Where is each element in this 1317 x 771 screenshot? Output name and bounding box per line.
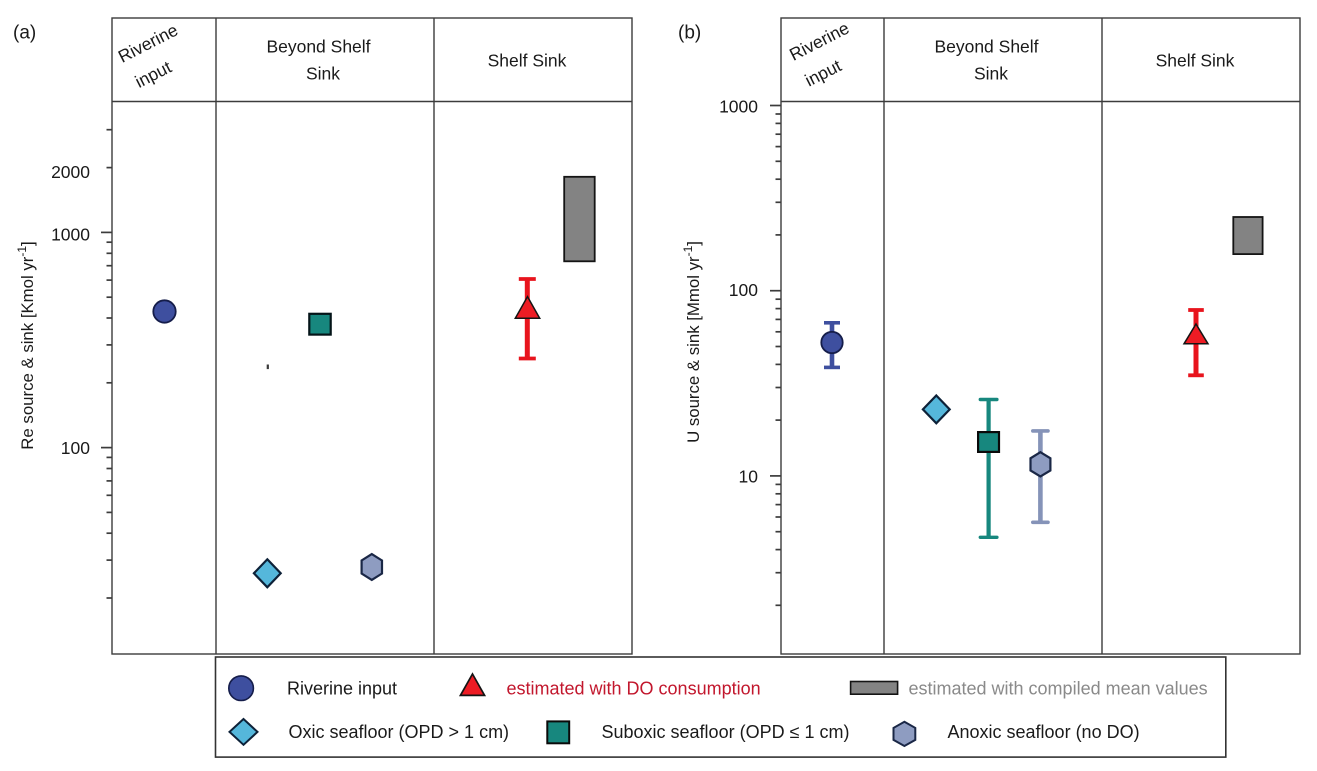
- svg-text:Riverine input: Riverine input: [287, 679, 397, 699]
- svg-text:100: 100: [61, 438, 90, 458]
- svg-text:U source & sink [Mmol yr-1]: U source & sink [Mmol yr-1]: [681, 241, 703, 443]
- svg-text:estimated with DO consumption: estimated with DO consumption: [507, 679, 761, 699]
- svg-text:1000: 1000: [51, 225, 90, 245]
- svg-text:10: 10: [739, 467, 759, 487]
- svg-text:Re source & sink [Kmol yr-1]: Re source & sink [Kmol yr-1]: [15, 241, 37, 449]
- svg-text:Shelf Sink: Shelf Sink: [488, 51, 567, 71]
- svg-text:Oxic seafloor (OPD > 1 cm): Oxic seafloor (OPD > 1 cm): [289, 722, 510, 742]
- svg-text:Beyond Shelf: Beyond Shelf: [934, 36, 1038, 56]
- svg-text:2000: 2000: [51, 162, 90, 182]
- svg-text:estimated with compiled mean v: estimated with compiled mean values: [909, 679, 1208, 699]
- svg-text:100: 100: [729, 280, 758, 300]
- svg-text:Anoxic seafloor (no DO): Anoxic seafloor (no DO): [948, 722, 1140, 742]
- svg-text:Sink: Sink: [306, 63, 340, 83]
- svg-text:Shelf Sink: Shelf Sink: [1156, 51, 1235, 71]
- svg-text:(b): (b): [678, 23, 701, 44]
- svg-text:Beyond Shelf: Beyond Shelf: [266, 36, 370, 56]
- svg-text:Suboxic seafloor (OPD ≤ 1 cm): Suboxic seafloor (OPD ≤ 1 cm): [602, 722, 850, 742]
- svg-text:Sink: Sink: [974, 63, 1008, 83]
- svg-text:1000: 1000: [719, 97, 758, 117]
- svg-text:(a): (a): [13, 23, 36, 44]
